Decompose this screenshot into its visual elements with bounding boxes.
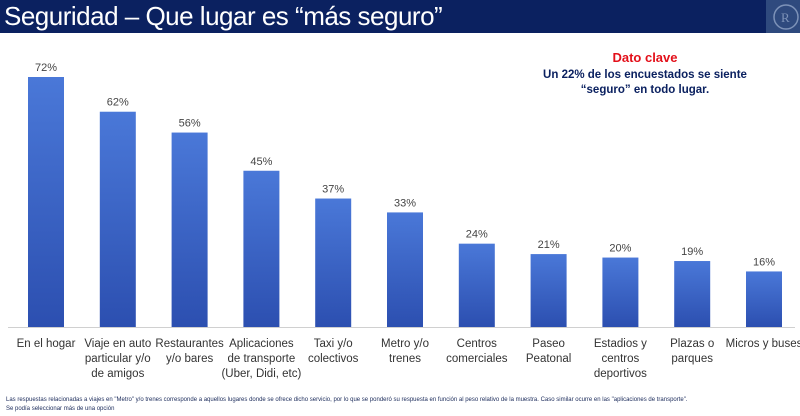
category-label: Taxi y/o colectivos — [307, 338, 359, 365]
bar — [243, 170, 280, 327]
bar-chart: 72% 62% 56% 45% 37% 33% 24% 21% 20% 19% 16% — [8, 62, 795, 328]
bar — [387, 212, 423, 327]
bar — [315, 198, 352, 327]
key-fact-box: Dato clave Un 22% de los encuestados se … — [520, 50, 770, 98]
svg-text:R: R — [781, 10, 790, 25]
data-label: 16% — [753, 256, 775, 268]
footnote-1: Las respuestas relacionadas a viajes en … — [6, 397, 688, 403]
bar — [746, 271, 782, 327]
category-label: Restaurantes y/o bares — [155, 338, 224, 365]
bar — [99, 111, 136, 327]
data-label: 33% — [394, 197, 416, 209]
data-label: 37% — [322, 184, 344, 196]
category-label: En el hogar — [16, 338, 76, 350]
key-fact-text: Un 22% de los encuestados se siente “seg… — [543, 69, 747, 96]
bar — [171, 132, 208, 327]
data-label: 21% — [538, 239, 560, 251]
category-label: Centros comerciales — [446, 338, 508, 365]
data-label: 24% — [466, 229, 488, 241]
data-label: 56% — [179, 118, 201, 130]
bar — [28, 77, 64, 327]
bar — [458, 243, 495, 327]
category-label: Paseo Peatonal — [525, 338, 572, 365]
category-label: Estadios y centros deportivos — [593, 338, 647, 380]
page-title: Seguridad – Que lugar es “más seguro” — [4, 1, 443, 31]
title-bar: Seguridad – Que lugar es “más seguro” R — [0, 0, 800, 33]
logo: R — [766, 0, 800, 33]
data-label: 62% — [107, 97, 129, 109]
category-label: Plazas o parques — [670, 338, 715, 365]
data-label: 19% — [681, 246, 703, 258]
category-label: Metro y/o trenes — [381, 338, 429, 365]
data-label: 45% — [250, 156, 272, 168]
data-label: 72% — [35, 62, 57, 74]
bar — [602, 257, 639, 327]
data-label: 20% — [609, 243, 631, 255]
key-fact-title: Dato clave — [612, 50, 678, 65]
bar — [530, 254, 567, 327]
category-label: Micros y buses — [725, 338, 800, 350]
category-label: Viaje en auto particular y/o de amigos — [84, 338, 152, 380]
footnote-2: Se podía seleccionar más de una opción — [6, 406, 115, 412]
category-label: Aplicaciones de transporte (Uber, Didi, … — [221, 338, 302, 380]
bar — [674, 261, 711, 327]
